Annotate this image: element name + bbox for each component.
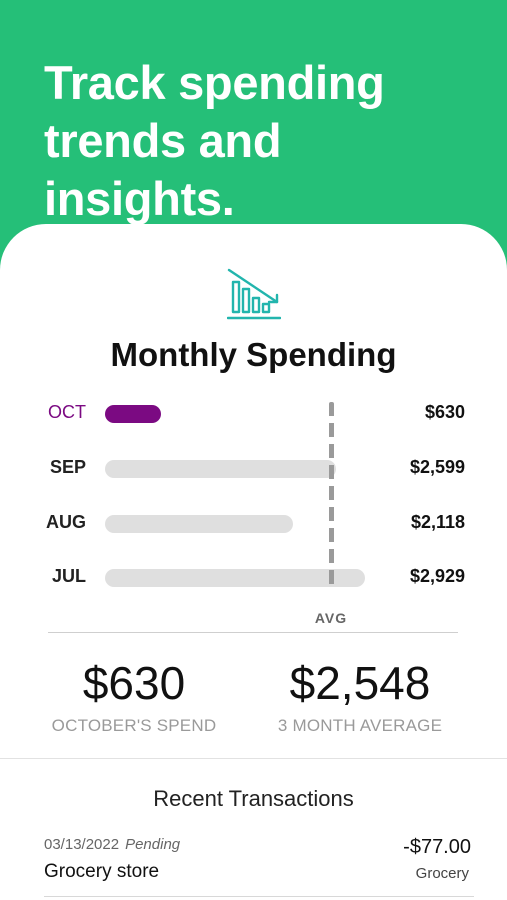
month-label-sep: SEP	[49, 457, 86, 477]
transaction-category: Grocery	[415, 865, 469, 882]
month-bar-aug	[105, 515, 293, 533]
month-bar-oct	[105, 405, 161, 423]
transaction-merchant: Grocery store	[44, 861, 160, 882]
average-spend-caption: 3 MONTH AVERAGE	[277, 716, 443, 735]
card-title: Monthly Spending	[110, 336, 397, 373]
recent-transactions-title: Recent Transactions	[153, 786, 354, 811]
average-spend-value: $2,548	[289, 657, 431, 709]
month-amount-oct: $630	[424, 402, 465, 422]
month-label-jul: JUL	[51, 566, 86, 586]
summary-divider	[0, 758, 507, 759]
month-amount-aug: $2,118	[410, 512, 465, 532]
chart-decline-icon	[227, 268, 281, 320]
spending-card	[0, 224, 507, 900]
month-label-oct: OCT	[48, 402, 86, 422]
average-label: AVG	[314, 610, 348, 626]
transaction-date: 03/13/2022	[44, 836, 120, 853]
month-bar-jul	[105, 569, 365, 587]
month-amount-jul: $2,929	[409, 566, 465, 586]
average-line	[329, 402, 334, 588]
transaction-divider	[44, 896, 474, 897]
current-spend-value: $630	[82, 657, 186, 709]
month-label-aug: AUG	[46, 512, 86, 532]
current-spend-caption: OCTOBER'S SPEND	[51, 716, 217, 735]
chart-divider	[48, 632, 458, 633]
month-amount-sep: $2,599	[409, 457, 465, 477]
transaction-date-line: 03/13/2022 Pending	[44, 836, 180, 853]
transaction-amount: -$77.00	[403, 836, 471, 858]
headline-line-2: trends and insights.	[44, 114, 282, 225]
transaction-status: Pending	[125, 836, 181, 853]
headline: Track spending trends and insights.	[44, 54, 484, 228]
headline-line-1: Track spending	[44, 56, 385, 109]
month-bar-sep	[105, 460, 336, 478]
